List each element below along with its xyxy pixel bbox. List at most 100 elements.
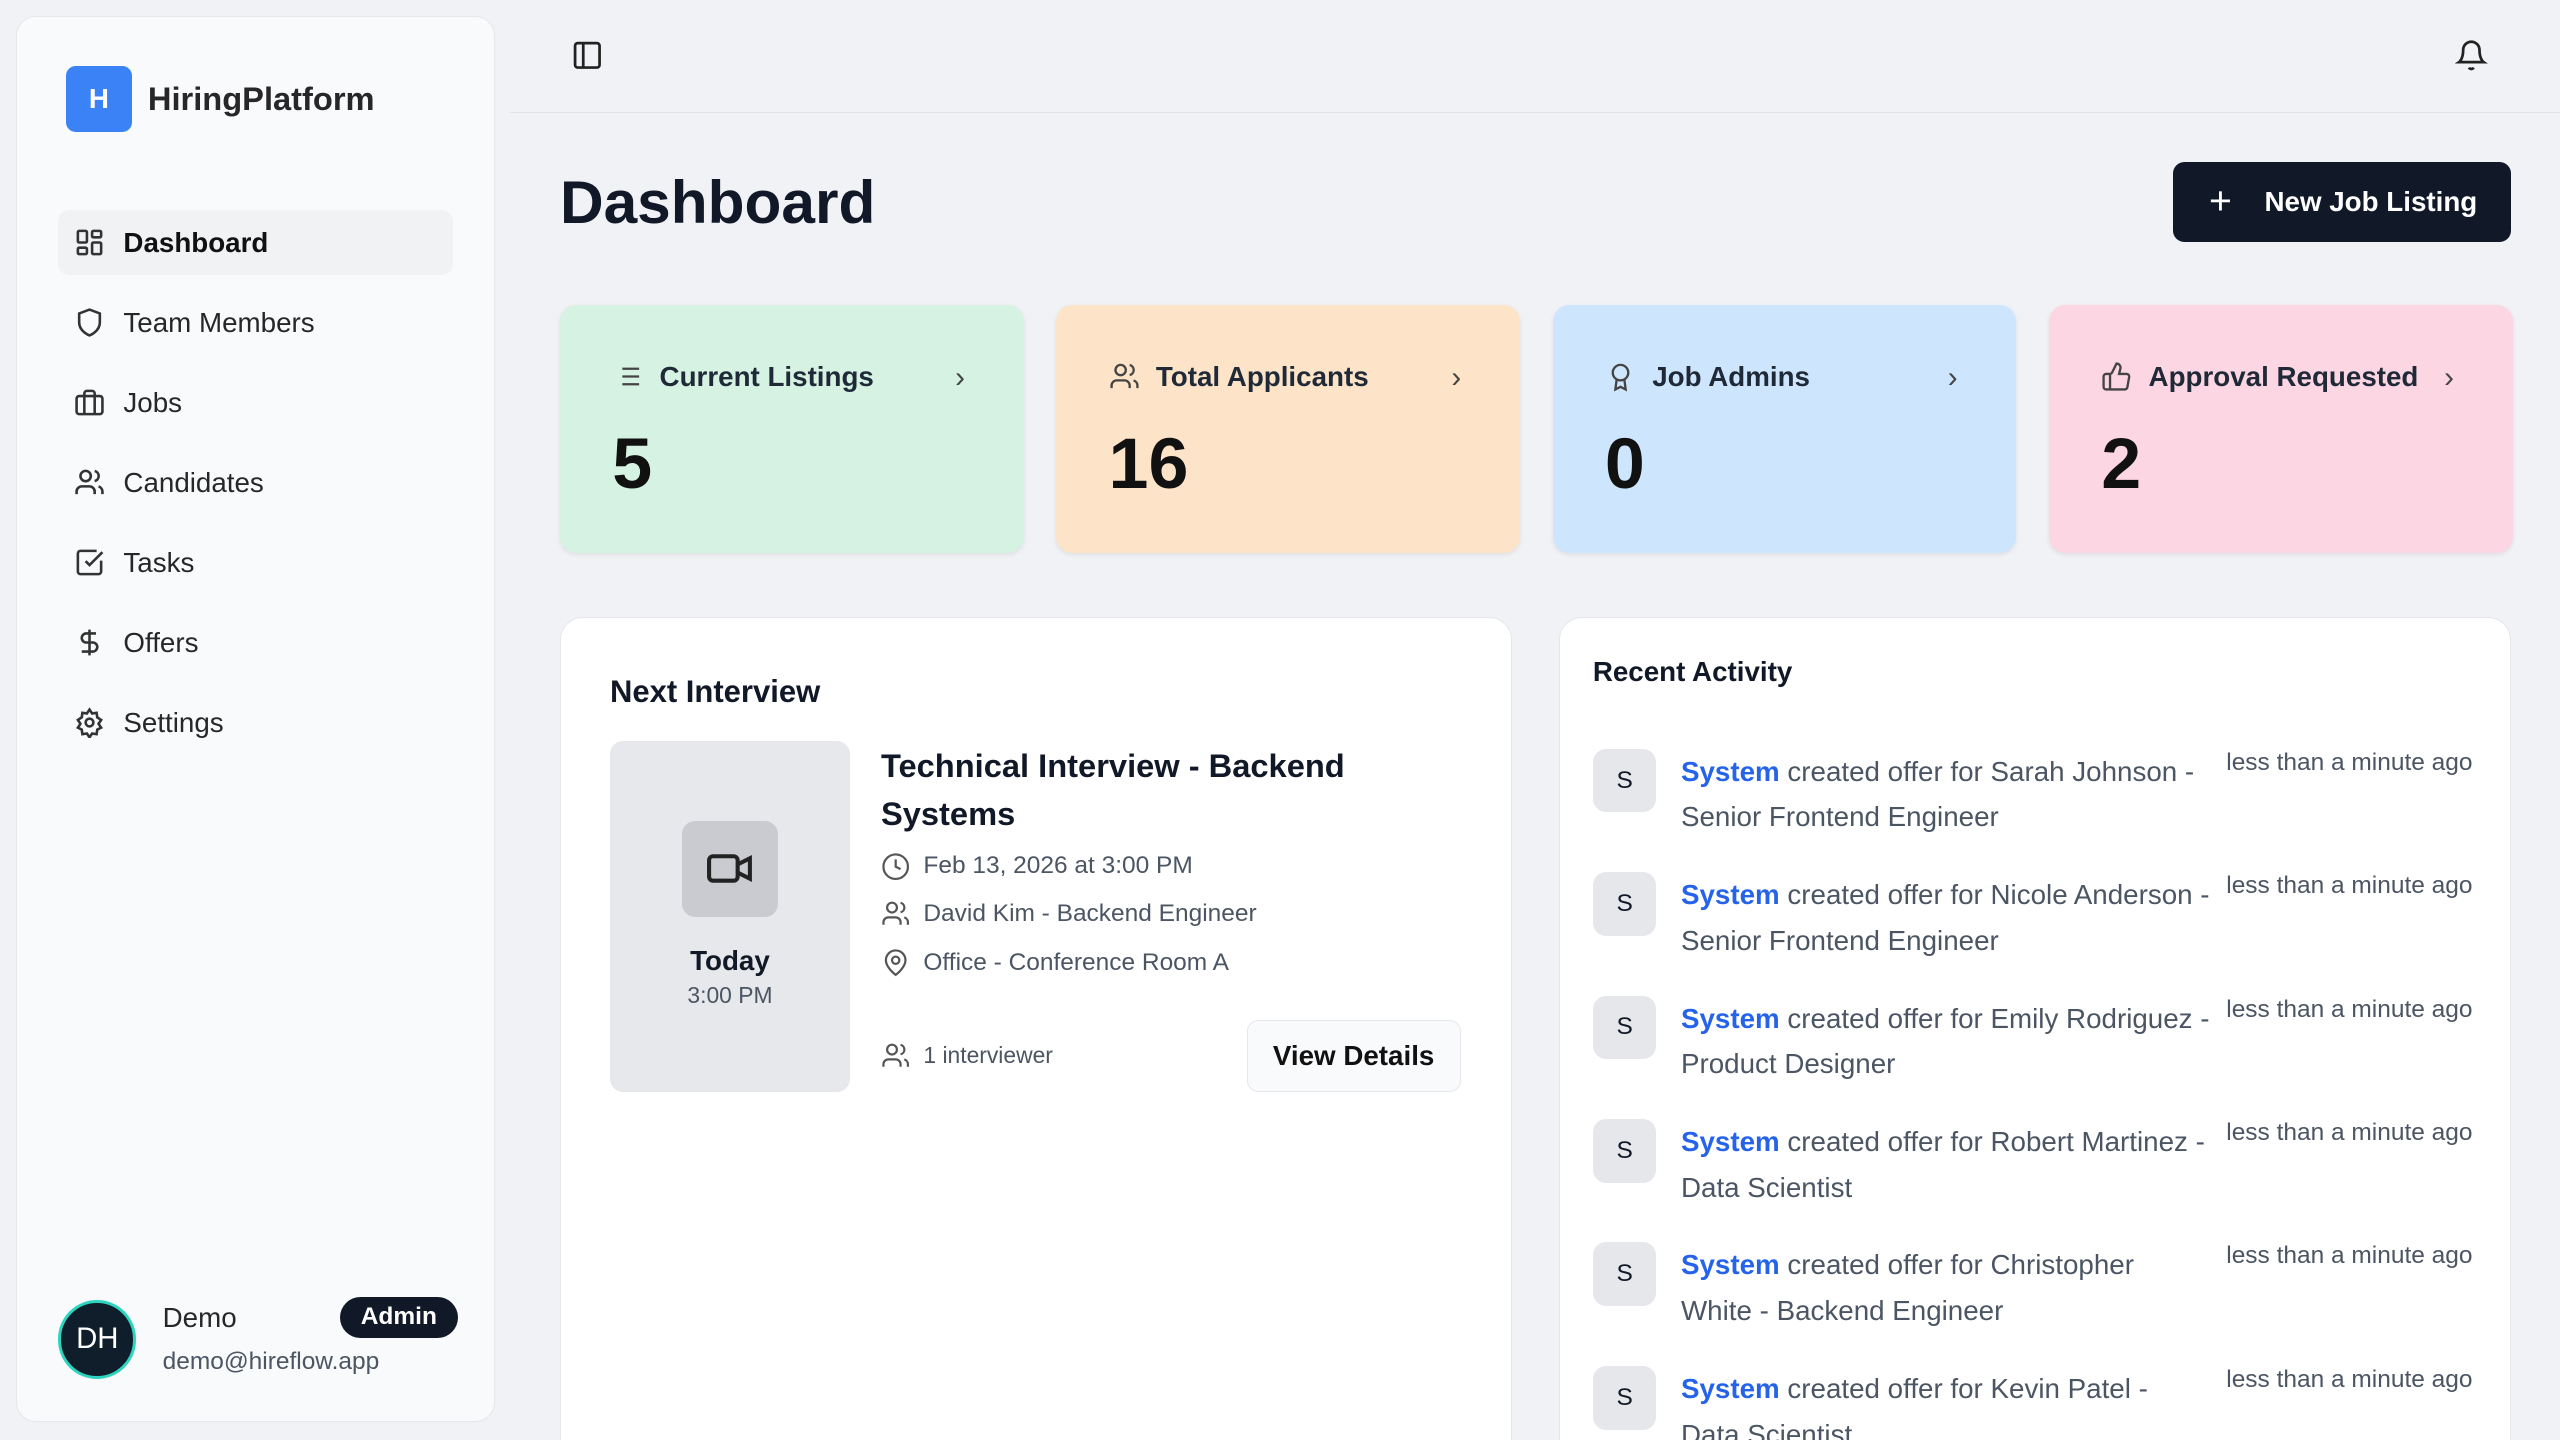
stat-label: Total Applicants	[1155, 360, 1369, 392]
activity-avatar: S	[1592, 1365, 1657, 1430]
stat-value: 0	[1604, 423, 1645, 504]
sidebar-item-label: Tasks	[123, 546, 195, 578]
datetime-text: Feb 13, 2026 at 3:00 PM	[923, 852, 1193, 880]
user-email: demo@hireflow.app	[162, 1347, 380, 1375]
interview-datetime: Feb 13, 2026 at 3:00 PM	[881, 852, 1193, 881]
sidebar-item-label: Team Members	[123, 306, 315, 338]
activity-actor-link[interactable]: System	[1680, 879, 1780, 911]
top-bar	[509, 0, 2560, 113]
sidebar-item-label: Dashboard	[123, 226, 269, 258]
activity-actor-link[interactable]: System	[1680, 1002, 1780, 1034]
sidebar-item-settings[interactable]: Settings	[58, 690, 453, 755]
activity-time: less than a minute ago	[2226, 748, 2473, 776]
button-label: New Job Listing	[2264, 185, 2478, 217]
activity-avatar: S	[1592, 1242, 1657, 1307]
activity-text: System created offer for Sarah Johnson -…	[1681, 749, 2212, 840]
activity-description: created offer for Emily Rodriguez - Prod…	[1680, 1002, 2210, 1080]
new-job-listing-button[interactable]: + New Job Listing	[2173, 161, 2511, 242]
sidebar-item-team-members[interactable]: Team Members	[58, 290, 453, 355]
next-interview-card: Next Interview Today 3:00 PM Technical I…	[559, 617, 1512, 1440]
sidebar-toggle-button[interactable]	[568, 36, 607, 75]
stat-value: 5	[612, 423, 653, 504]
clock-icon	[882, 852, 909, 880]
chevron-right-icon: ›	[955, 360, 965, 394]
activity-actor-link[interactable]: System	[1680, 1249, 1780, 1281]
activity-avatar: S	[1592, 1119, 1657, 1183]
app-name: HiringPlatform	[147, 79, 375, 117]
activity-time: less than a minute ago	[2226, 872, 2473, 900]
interview-title: Technical Interview - Backend Systems	[880, 747, 1345, 832]
user-profile[interactable]: DH Demo demo@hireflow.app Admin	[58, 1296, 459, 1382]
interviewers-text: 1 interviewer	[923, 1042, 1053, 1069]
activity-text: System created offer for Nicole Anderson…	[1681, 872, 2212, 963]
interview-day: Today	[690, 944, 770, 976]
activity-text: System created offer for Christopher Whi…	[1681, 1242, 2212, 1333]
activity-actor-link[interactable]: System	[1680, 1126, 1780, 1158]
activity-description: created offer for Sarah Johnson - Senior…	[1680, 755, 2195, 833]
stat-label: Job Admins	[1652, 360, 1810, 392]
stat-card-approval-requested[interactable]: Approval Requested › 2	[2048, 305, 2513, 554]
interviewer-count: 1 interviewer	[881, 1041, 1053, 1070]
page-title: Dashboard	[559, 167, 876, 236]
panel-left-icon	[574, 41, 602, 70]
interview-candidate: David Kim - Backend Engineer	[881, 899, 1257, 928]
users-icon	[1109, 363, 1139, 389]
stat-value: 16	[1108, 423, 1189, 504]
view-details-button[interactable]: View Details	[1246, 1019, 1461, 1092]
chevron-right-icon: ›	[1947, 360, 1958, 394]
notifications-button[interactable]	[2452, 36, 2491, 75]
list-icon	[616, 367, 640, 386]
activity-time: less than a minute ago	[2226, 1119, 2473, 1147]
activity-text: System created offer for Emily Rodriguez…	[1681, 996, 2212, 1087]
stat-card-job-admins[interactable]: Job Admins › 0	[1552, 305, 2017, 554]
briefcase-icon	[75, 389, 105, 416]
bell-icon	[2455, 40, 2489, 71]
interview-time: 3:00 PM	[687, 982, 773, 1009]
activity-text: System created offer for Robert Martinez…	[1681, 1119, 2212, 1210]
chevron-right-icon: ›	[2444, 360, 2454, 394]
activity-actor-link[interactable]: System	[1680, 755, 1780, 787]
map-pin-icon	[884, 949, 907, 977]
activity-actor-link[interactable]: System	[1680, 1372, 1780, 1404]
users-icon	[882, 1043, 909, 1067]
activity-avatar: S	[1592, 872, 1657, 936]
sidebar: H HiringPlatform Dashboard Team Members …	[16, 16, 495, 1423]
card-title: Next Interview	[609, 673, 821, 709]
dollar-icon	[80, 629, 99, 656]
sidebar-item-jobs[interactable]: Jobs	[58, 370, 453, 435]
gear-icon	[76, 707, 104, 739]
activity-time: less than a minute ago	[2226, 995, 2473, 1023]
activity-time: less than a minute ago	[2226, 1242, 2473, 1270]
shield-icon	[78, 308, 102, 337]
users-icon	[882, 901, 909, 925]
sidebar-item-label: Candidates	[123, 466, 264, 498]
activity-description: created offer for Kevin Patel - Data Sci…	[1680, 1372, 2148, 1440]
user-name: Demo	[162, 1301, 237, 1333]
activity-description: created offer for Robert Martinez - Data…	[1680, 1126, 2205, 1203]
sidebar-item-label: Offers	[123, 626, 199, 658]
sidebar-item-offers[interactable]: Offers	[58, 610, 453, 675]
users-icon	[75, 469, 105, 495]
award-icon	[1611, 363, 1630, 392]
activity-text: System created offer for Kevin Patel - D…	[1681, 1366, 2212, 1440]
activity-avatar: S	[1592, 748, 1657, 813]
logo[interactable]: H HiringPlatform	[66, 66, 375, 132]
plus-icon: +	[2208, 179, 2232, 223]
sidebar-nav: Dashboard Team Members Jobs Candidates T…	[58, 209, 454, 770]
stat-value: 2	[2101, 423, 2142, 504]
sidebar-item-candidates[interactable]: Candidates	[58, 450, 453, 515]
candidate-text: David Kim - Backend Engineer	[923, 899, 1257, 927]
sidebar-item-tasks[interactable]: Tasks	[58, 530, 453, 595]
location-text: Office - Conference Room A	[923, 948, 1229, 976]
video-icon	[681, 820, 779, 917]
stat-label: Approval Requested	[2148, 360, 2419, 392]
stat-card-current-listings[interactable]: Current Listings › 5	[559, 305, 1024, 554]
logo-mark: H	[66, 66, 132, 132]
role-badge: Admin	[339, 1296, 459, 1338]
thumbs-up-icon	[2102, 362, 2131, 391]
sidebar-item-dashboard[interactable]: Dashboard	[58, 209, 454, 276]
square-check-icon	[77, 549, 104, 576]
activity-time: less than a minute ago	[2226, 1365, 2473, 1393]
activity-avatar: S	[1592, 995, 1657, 1060]
stat-card-total-applicants[interactable]: Total Applicants › 16	[1056, 305, 1520, 554]
